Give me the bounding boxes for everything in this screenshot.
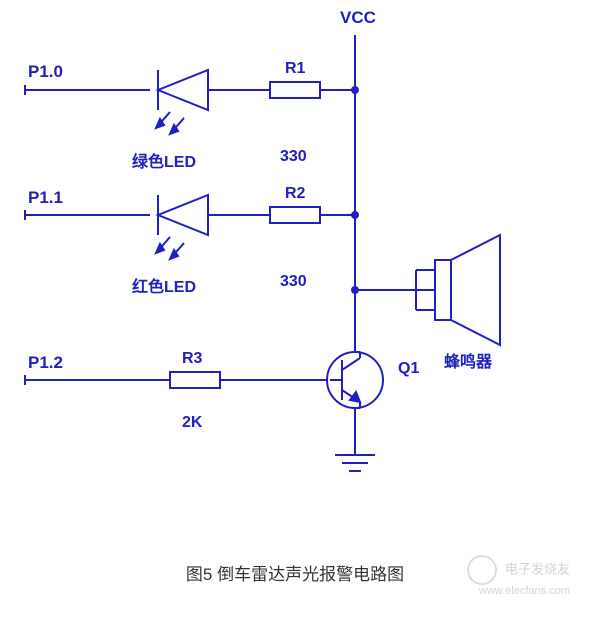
- resistor-r1: [270, 82, 320, 98]
- red-led: [156, 195, 208, 259]
- label-r1: R1: [285, 60, 305, 78]
- watermark-name: 电子发烧友: [505, 561, 570, 576]
- ground-symbol: [335, 455, 375, 471]
- circuit-diagram: [0, 0, 590, 520]
- watermark-icon: [467, 555, 497, 585]
- label-buzzer: 蜂鸣器: [444, 348, 492, 372]
- label-vcc: VCC: [340, 8, 376, 28]
- label-p12: P1.2: [28, 353, 63, 373]
- junction-r2-vcc: [351, 211, 359, 219]
- label-red-led: 红色LED: [132, 273, 196, 297]
- resistor-r2: [270, 207, 320, 223]
- watermark-site: www.elecfans.com: [467, 585, 570, 597]
- junction-r1-vcc: [351, 86, 359, 94]
- label-r3: R3: [182, 350, 202, 368]
- label-r3-value: 2K: [182, 414, 202, 432]
- transistor-q1: [327, 352, 383, 408]
- label-r2: R2: [285, 185, 305, 203]
- green-led: [156, 70, 208, 134]
- label-p10: P1.0: [28, 62, 63, 82]
- label-r1-value: 330: [280, 148, 307, 166]
- label-q1: Q1: [398, 360, 419, 378]
- label-r2-value: 330: [280, 273, 307, 291]
- label-green-led: 绿色LED: [132, 148, 196, 172]
- resistor-r3: [170, 372, 220, 388]
- label-p11: P1.1: [28, 188, 63, 208]
- watermark: 电子发烧友 www.elecfans.com: [467, 555, 570, 597]
